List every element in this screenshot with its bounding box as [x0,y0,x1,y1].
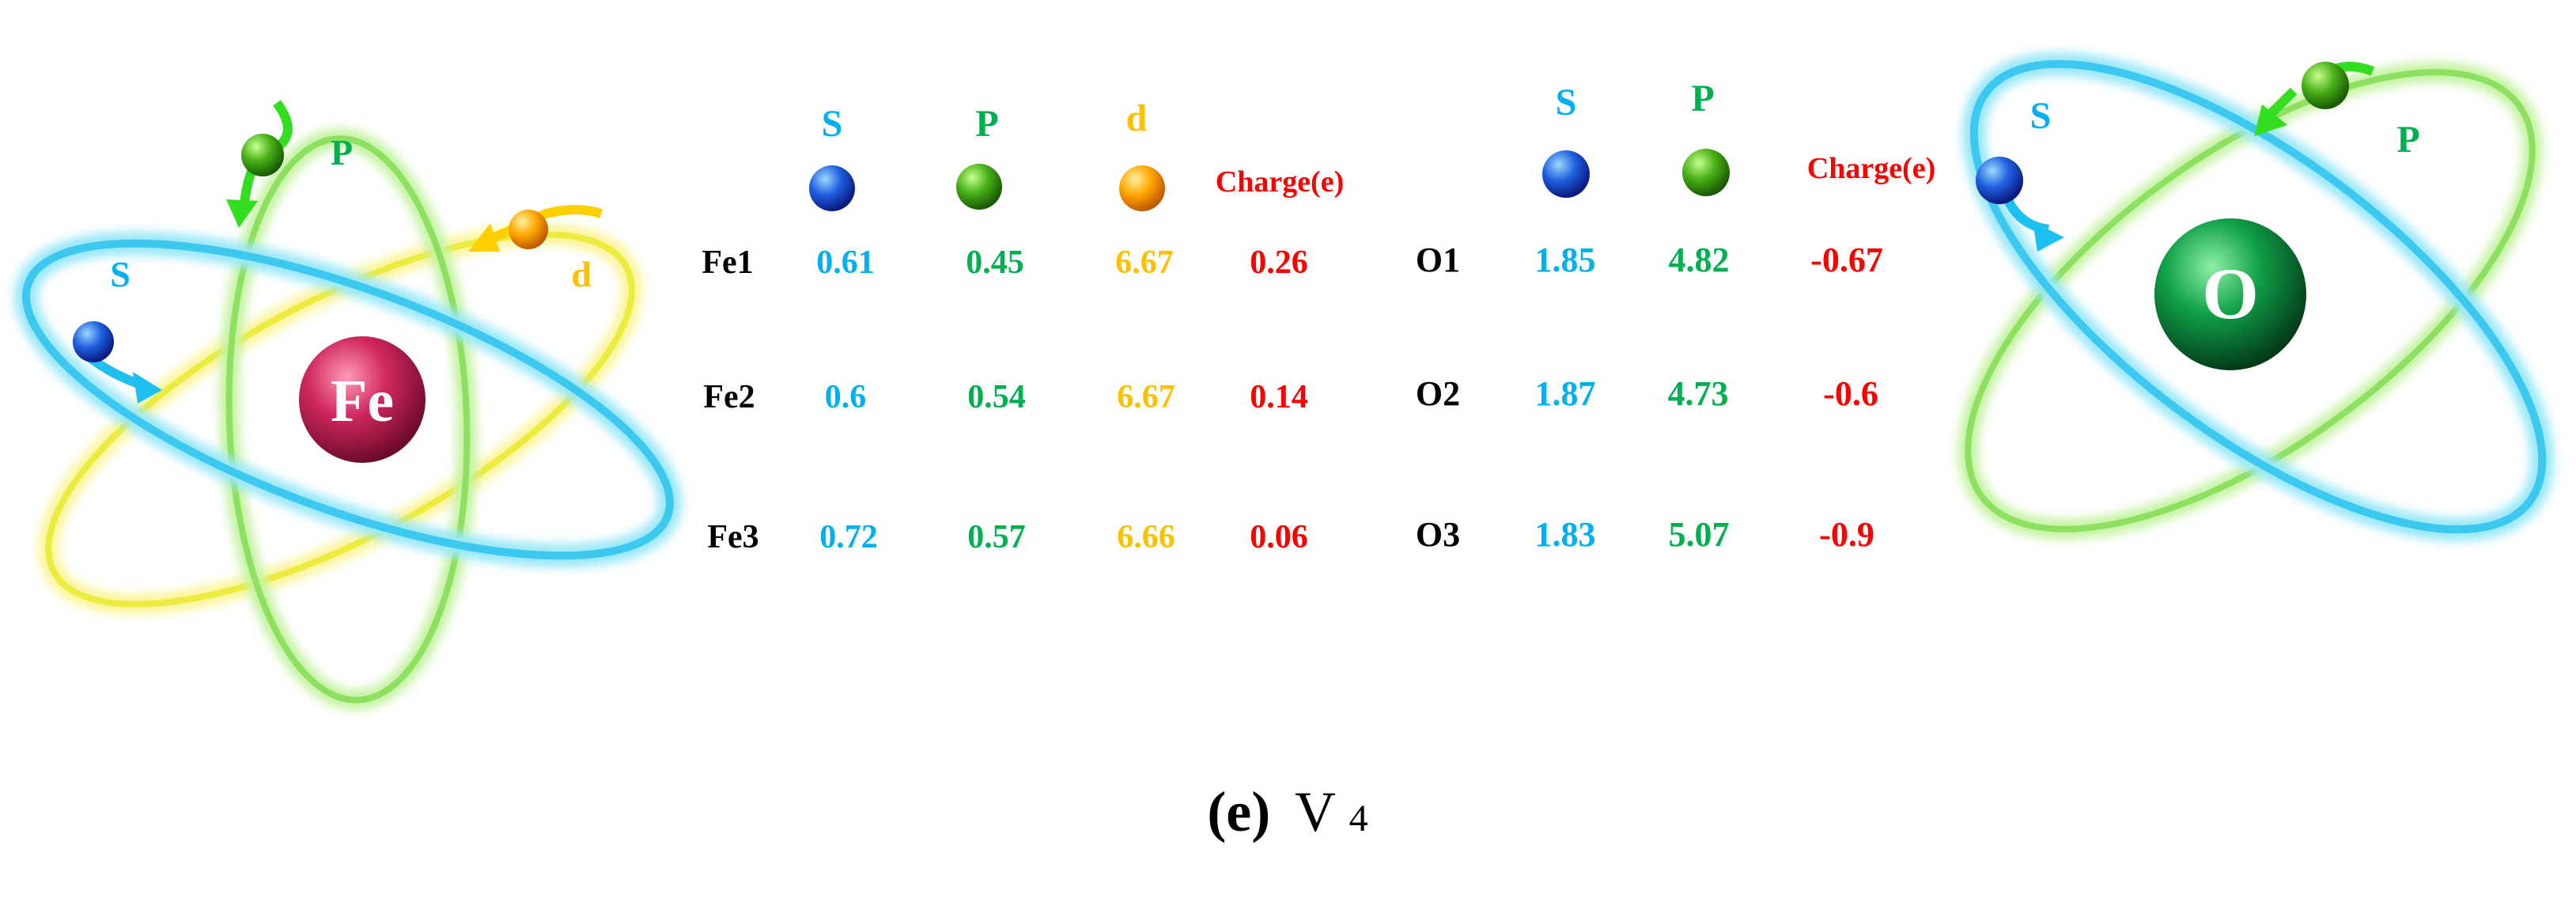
caption-subscript: 4 [1349,798,1368,839]
fe-row-1-p: 0.45 [966,244,1024,281]
o-row-3-s: 1.83 [1535,515,1596,554]
fe-row-3-charge: 0.06 [1250,519,1308,555]
fe-p-sphere-icon [956,164,1002,210]
fe-p-arrowhead [226,199,258,228]
fe-header-s: S [822,103,843,145]
fe-row-2-s: 0.6 [825,379,867,415]
fe-p-electron [241,134,284,176]
fe-atom-diagram: Fe S P d [14,100,682,710]
o-p-orbital-label: P [2396,119,2419,161]
o-s-orbital-label: S [2030,95,2052,137]
fe-row-3-s: 0.72 [819,519,878,555]
o-row-2-s: 1.87 [1535,374,1596,413]
fe-d-sphere-icon [1119,165,1165,211]
o-nucleus [2154,218,2306,370]
o-s-arrowhead [2033,222,2064,252]
o-row-2-charge: -0.6 [1823,374,1878,413]
fe-row-2-charge: 0.14 [1250,379,1308,415]
fe-p-orbital-label: P [331,132,353,172]
o-row-3-atom: O3 [1416,515,1460,554]
svg-text:(e) V 4: (e) V 4 [1207,780,1367,843]
o-header-charge: Charge(e) [1807,152,1935,185]
o-s-sphere-icon [1542,150,1590,198]
fe-row-1-s: 0.61 [816,244,875,281]
fe-header-p: P [975,103,998,145]
fe-row-2-d: 6.67 [1117,379,1175,415]
caption-text: V [1295,780,1336,843]
fe-s-orbital-label: S [110,254,131,294]
fe-row-3-d: 6.66 [1117,519,1175,555]
fe-row-1-atom: Fe1 [702,244,753,281]
fe-row-3-p: 0.57 [967,519,1026,555]
fe-row-1-charge: 0.26 [1250,244,1308,281]
o-row-2-p: 4.73 [1668,374,1729,413]
o-p-sphere-icon [1682,149,1730,196]
o-row-3-p: 5.07 [1669,515,1730,554]
fe-d-electron [509,210,548,249]
fe-nucleus [299,336,426,463]
fe-row-3-atom: Fe3 [707,519,758,555]
fe-s-orbit [14,231,682,568]
caption-panel-label: (e) [1207,780,1270,843]
o-row-2-atom: O2 [1416,374,1460,413]
o-s-orbit [1961,51,2555,542]
o-atom-diagram: O S P [1958,51,2555,542]
figure-caption: (e) V 4 [1207,780,1367,843]
fe-row-2-p: 0.54 [967,379,1026,415]
fe-nucleus-label: Fe [331,368,394,434]
fe-d-orbital-label: d [571,254,592,294]
fe-row-2-atom: Fe2 [703,379,755,415]
o-p-arrowhead [2254,104,2287,136]
fe-header-d: d [1126,97,1148,139]
fe-s-arrowhead [133,372,162,404]
fe-row-1-d: 6.67 [1115,244,1174,281]
o-row-1-charge: -0.67 [1810,241,1883,279]
o-p-electron [2302,62,2349,109]
fe-s-electron [73,321,114,362]
o-header-p: P [1691,78,1714,119]
o-orbital-table: S P Charge(e) O1 1.85 4.82 -0.67 O2 1.87… [1416,78,1935,554]
o-p-orbit [1958,62,2543,540]
fe-orbital-table: S P d Charge(e) Fe1 0.61 0.45 6.67 0.26 … [702,97,1344,555]
o-row-1-p: 4.82 [1669,241,1730,279]
o-row-3-charge: -0.9 [1819,515,1874,554]
fe-s-sphere-icon [809,165,855,211]
o-row-1-atom: O1 [1416,241,1460,279]
fe-d-arrowhead [468,223,500,252]
o-header-s: S [1556,81,1577,123]
fe-p-orbit [218,128,478,710]
o-row-1-s: 1.85 [1535,241,1596,279]
o-s-electron [1976,157,2023,204]
fe-header-charge: Charge(e) [1216,165,1344,199]
o-nucleus-label: O [2202,253,2259,334]
